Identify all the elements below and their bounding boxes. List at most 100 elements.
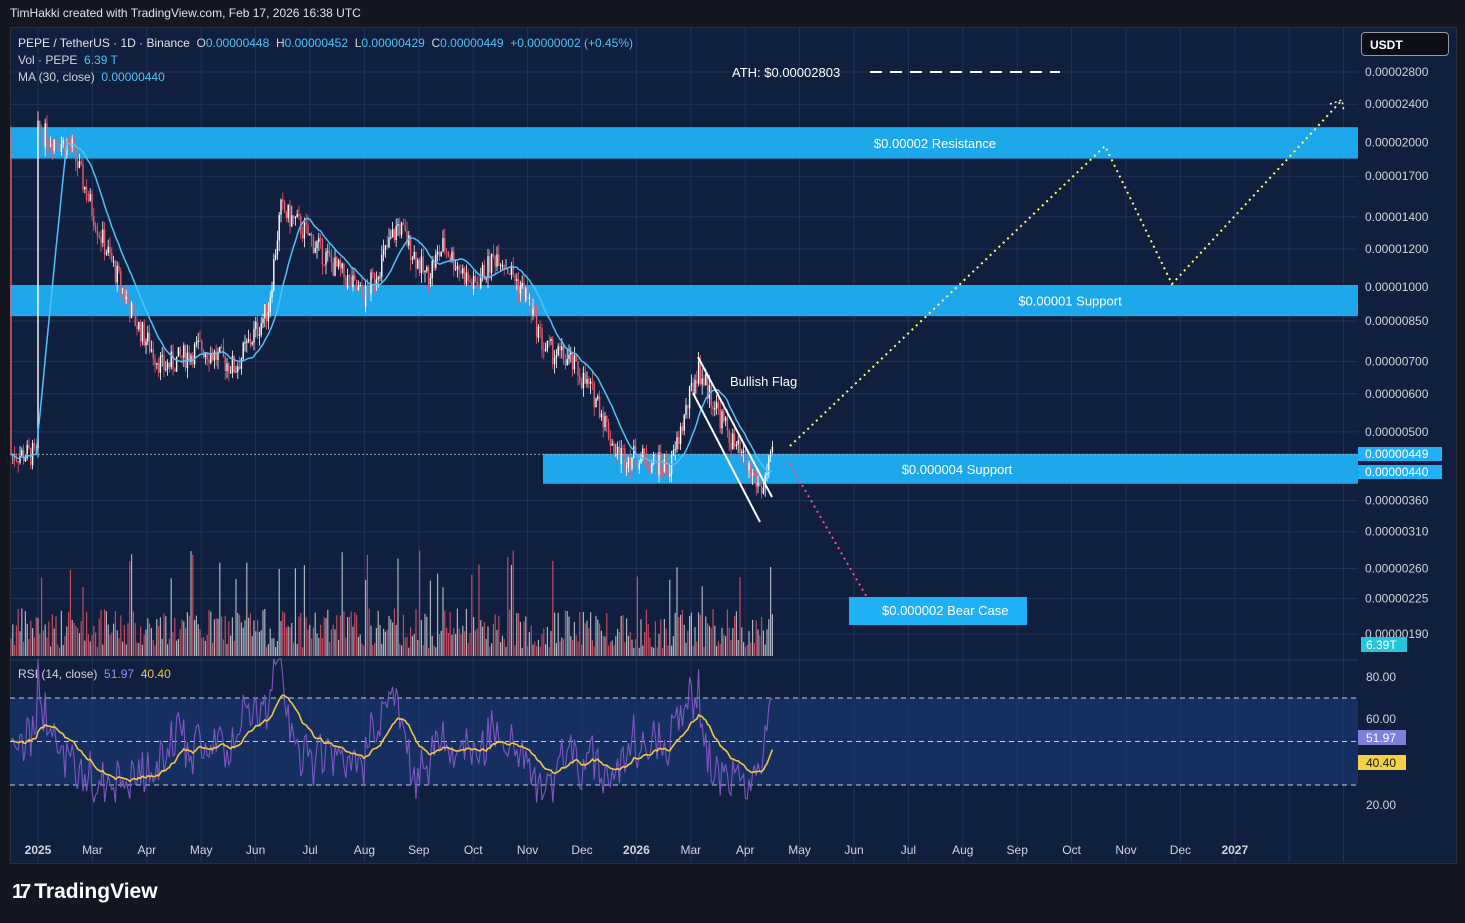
volume-bar (629, 632, 631, 656)
candle-body (607, 421, 610, 440)
candle-body (636, 466, 639, 470)
volume-bar (84, 640, 86, 656)
volume-bar (195, 615, 197, 656)
candle-body (292, 215, 295, 218)
candle-body (226, 363, 228, 372)
ma-value: 0.00000440 (101, 70, 165, 84)
volume-bar (492, 623, 494, 656)
volume-bar (390, 619, 392, 656)
candle-body (264, 304, 266, 319)
volume-bar (411, 636, 413, 656)
candle-body (193, 344, 196, 365)
candle-body (469, 280, 471, 282)
bullish-flag-label: Bullish Flag (730, 374, 797, 389)
rsi-value-tag: 51.97 (1366, 731, 1396, 745)
price-tick: 0.00000500 (1365, 425, 1429, 439)
time-tick: Oct (1062, 843, 1081, 857)
time-tick: Sep (408, 843, 430, 857)
volume-bar (305, 617, 307, 656)
volume-bar (208, 609, 210, 656)
ma-legend[interactable]: MA (30, close) 0.00000440 (18, 70, 165, 84)
volume-bar (185, 627, 187, 656)
candle-body (359, 284, 361, 287)
volume-bar (359, 634, 361, 656)
volume-bar (140, 626, 142, 656)
candle-body (408, 235, 410, 246)
candle-body (591, 381, 594, 383)
volume-bar (105, 611, 107, 656)
flag-lower-line (692, 392, 761, 523)
candle-body (188, 352, 190, 362)
volume-bar (581, 644, 583, 656)
candle-body (204, 353, 207, 358)
candle-body (660, 452, 662, 469)
candle-body (652, 454, 655, 464)
high-label: H (275, 36, 285, 50)
candle-body (571, 351, 574, 370)
volume-bar (77, 627, 79, 656)
volume-badge (1361, 637, 1407, 652)
volume-bar (761, 616, 763, 656)
volume-bar (460, 634, 462, 656)
volume-bar (393, 608, 395, 656)
volume-bar (136, 642, 138, 656)
candle-body (546, 340, 549, 349)
volume-bar (145, 629, 147, 656)
candle-body (528, 297, 531, 299)
candle-body (472, 275, 475, 290)
currency-button[interactable]: USDT (1361, 32, 1449, 56)
candle-body (514, 275, 516, 282)
volume-bar (381, 643, 383, 656)
volume-bar (388, 615, 390, 656)
candle-body (445, 251, 448, 253)
volume-bar (744, 646, 746, 656)
rsi-legend[interactable]: RSI (14, close) 51.97 40.40 (18, 667, 171, 681)
time-tick: Oct (464, 843, 483, 857)
volume-bar (114, 611, 116, 656)
candle-body (345, 277, 347, 288)
volume-bar (294, 568, 296, 656)
volume-bar (444, 610, 446, 656)
candle-body (667, 468, 669, 477)
volume-bar (631, 639, 633, 656)
candle-body (156, 362, 158, 365)
time-tick: Jun (844, 843, 863, 857)
volume-bar (75, 625, 77, 656)
volume-bar (17, 609, 19, 656)
created-by-text: TimHakki created with TradingView.com, F… (10, 6, 361, 20)
candle-body (229, 372, 232, 374)
volume-bar (678, 617, 680, 656)
candle-body (265, 304, 268, 322)
candle-body (53, 139, 55, 152)
volume-bar (87, 634, 89, 656)
candle-body (742, 450, 745, 452)
candle-body (116, 265, 118, 283)
volume-bar (316, 633, 318, 656)
volume-bar (107, 624, 109, 656)
volume-bar (163, 613, 165, 656)
volume-bar (613, 645, 615, 656)
volume-bar (570, 636, 572, 656)
volume-bar (332, 624, 334, 656)
volume-bar (491, 643, 493, 656)
volume-bar (174, 618, 176, 656)
candle-body (553, 358, 556, 365)
volume-bar (167, 644, 169, 656)
volume-bar (197, 624, 199, 656)
volume-legend[interactable]: Vol · PEPE 6.39 T (18, 53, 118, 67)
candle-body (669, 473, 671, 477)
candle-body (411, 258, 414, 260)
candle-body (544, 348, 547, 351)
candle-body (325, 251, 327, 265)
candle-body (168, 362, 171, 368)
candle-body (555, 355, 558, 359)
symbol-legend[interactable]: PEPE / TetherUS · 1D · Binance O0.000004… (18, 36, 633, 50)
candle-body (525, 288, 527, 301)
volume-bar (242, 627, 244, 656)
candle-body (672, 450, 675, 455)
rsi-badge (1358, 730, 1406, 745)
rsi-label: RSI (14, close) (18, 667, 98, 681)
volume-bar (514, 645, 516, 656)
time-tick: 2025 (25, 843, 52, 857)
